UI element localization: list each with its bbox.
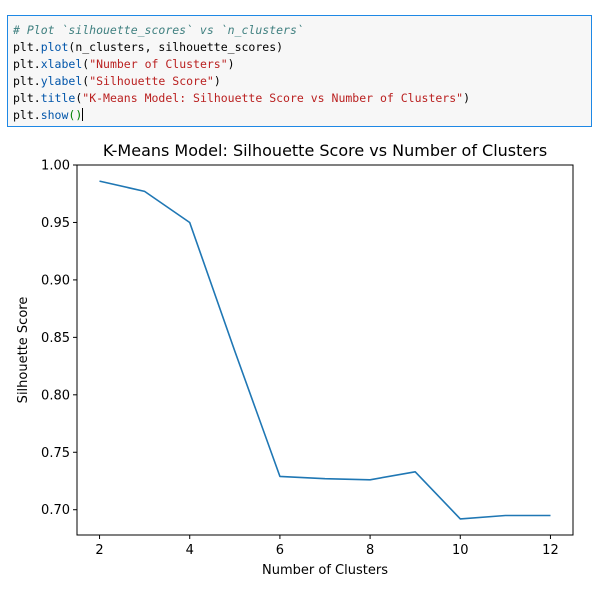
code-line-xlabel: plt.xlabel("Number of Clusters") [13,57,235,71]
x-tick-label: 2 [95,543,103,558]
y-tick-label: 0.75 [41,446,70,461]
plt-token: plt. [13,40,41,54]
plot-area [76,164,574,536]
x-tick-label: 4 [186,543,194,558]
code-editor[interactable]: # Plot `silhouette_scores` vs `n_cluster… [13,22,470,124]
x-tick-label: 8 [366,543,374,558]
code-line-comment: # Plot `silhouette_scores` vs `n_cluster… [13,23,304,37]
y-axis: 0.70 0.75 0.80 0.85 0.90 0.95 1.00 [41,159,77,518]
line-chart: K-Means Model: Silhouette Score vs Numbe… [16,141,574,578]
chart-title: K-Means Model: Silhouette Score vs Numbe… [103,141,547,160]
series-line-group [99,180,551,520]
x-axis: 2 4 6 8 10 12 [95,535,559,558]
code-cell[interactable]: # Plot `silhouette_scores` vs `n_cluster… [7,15,592,127]
y-axis-label: Silhouette Score [16,297,31,404]
y-tick-label: 0.85 [41,331,70,346]
text-cursor [82,108,84,121]
code-line-title: plt.title("K-Means Model: Silhouette Sco… [13,91,471,105]
y-tick-label: 1.00 [41,159,70,174]
code-line-plot: plt.plot(n_clusters, silhouette_scores) [13,39,470,56]
y-tick-label: 0.70 [41,503,70,518]
plot-fn: plot [40,40,69,54]
x-tick-label: 10 [452,543,469,558]
code-line-ylabel: plt.ylabel("Silhouette Score") [13,74,221,88]
y-tick-label: 0.95 [41,216,70,231]
y-tick-label: 0.90 [41,273,70,288]
plot-args: (n_clusters, silhouette_scores) [68,40,284,54]
x-tick-label: 12 [542,543,559,558]
y-tick-label: 0.80 [41,388,70,403]
x-tick-label: 6 [276,543,284,558]
series-line [99,180,551,520]
code-line-show: plt.show() [13,108,84,122]
x-axis-label: Number of Clusters [262,563,388,578]
